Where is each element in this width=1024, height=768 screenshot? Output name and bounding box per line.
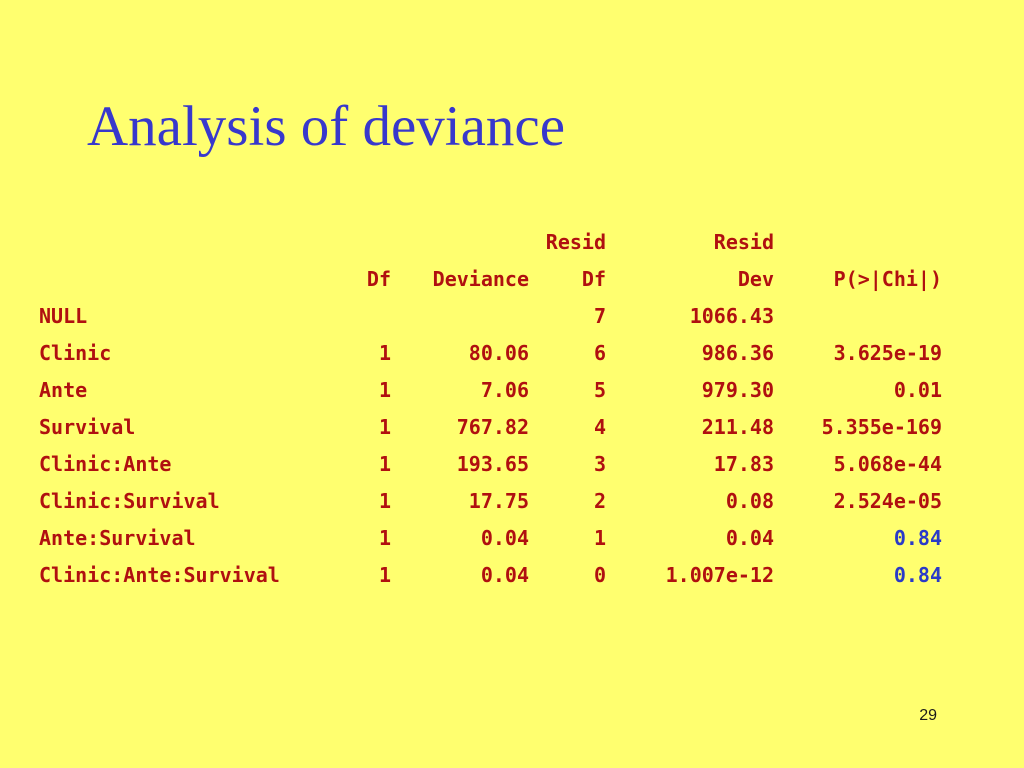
deviance-cell: 0.04 bbox=[480, 562, 529, 587]
resid-df-cell: 7 bbox=[593, 303, 606, 328]
deviance-cell: 0.04 bbox=[480, 525, 529, 550]
header-cell: Df bbox=[366, 266, 391, 291]
df-cell: 1 bbox=[378, 488, 391, 513]
header-cell bbox=[344, 223, 391, 260]
table-row: Clinic 1 80.06 6 986.36 3.625e-19 bbox=[39, 334, 942, 371]
term-cell: Survival bbox=[39, 414, 136, 439]
p-value-cell-highlighted: 0.84 bbox=[893, 562, 942, 587]
df-cell: 1 bbox=[378, 414, 391, 439]
p-value-cell: 2.524e-05 bbox=[833, 488, 942, 513]
table-row: Clinic:Ante:Survival 1 0.04 0 1.007e-12 … bbox=[39, 556, 942, 593]
header-cell: Dev bbox=[737, 266, 774, 291]
deviance-cell: 193.65 bbox=[456, 451, 529, 476]
resid-dev-cell: 1066.43 bbox=[689, 303, 774, 328]
df-cell: 1 bbox=[378, 451, 391, 476]
header-cell bbox=[774, 223, 942, 260]
resid-dev-cell: 979.30 bbox=[701, 377, 774, 402]
resid-df-cell: 1 bbox=[593, 525, 606, 550]
p-value-cell-highlighted: 0.84 bbox=[893, 525, 942, 550]
resid-df-cell: 4 bbox=[593, 414, 606, 439]
deviance-cell: 7.06 bbox=[480, 377, 529, 402]
header-cell: Df bbox=[581, 266, 606, 291]
header-cell: P(>|Chi|) bbox=[833, 266, 942, 291]
df-cell: 1 bbox=[378, 377, 391, 402]
deviance-table: Resid Resid Df Deviance Df Dev P(>|Chi|)… bbox=[39, 223, 942, 593]
term-cell: Ante:Survival bbox=[39, 525, 196, 550]
df-cell: 1 bbox=[378, 562, 391, 587]
header-cell: Resid bbox=[713, 229, 774, 254]
deviance-cell: 17.75 bbox=[468, 488, 529, 513]
deviance-cell: 767.82 bbox=[456, 414, 529, 439]
page-number: 29 bbox=[919, 707, 937, 724]
header-cell bbox=[39, 260, 344, 297]
p-value-cell: 3.625e-19 bbox=[833, 340, 942, 365]
term-cell: Clinic bbox=[39, 340, 112, 365]
table-row: Ante 1 7.06 5 979.30 0.01 bbox=[39, 371, 942, 408]
resid-df-cell: 2 bbox=[593, 488, 606, 513]
header-cell: Deviance bbox=[432, 266, 529, 291]
df-cell: 1 bbox=[378, 525, 391, 550]
deviance-cell bbox=[391, 297, 529, 334]
resid-dev-cell: 0.08 bbox=[725, 488, 774, 513]
term-cell: NULL bbox=[39, 303, 88, 328]
resid-df-cell: 3 bbox=[593, 451, 606, 476]
term-cell: Clinic:Ante bbox=[39, 451, 172, 476]
resid-dev-cell: 211.48 bbox=[701, 414, 774, 439]
deviance-cell: 80.06 bbox=[468, 340, 529, 365]
term-cell: Ante bbox=[39, 377, 88, 402]
table-row: Clinic:Ante 1 193.65 3 17.83 5.068e-44 bbox=[39, 445, 942, 482]
header-cell: Resid bbox=[545, 229, 606, 254]
df-cell: 1 bbox=[378, 340, 391, 365]
p-value-cell: 0.01 bbox=[893, 377, 942, 402]
p-value-cell: 5.068e-44 bbox=[833, 451, 942, 476]
term-cell: Clinic:Ante:Survival bbox=[39, 562, 280, 587]
table-row: Clinic:Survival 1 17.75 2 0.08 2.524e-05 bbox=[39, 482, 942, 519]
resid-dev-cell: 17.83 bbox=[713, 451, 774, 476]
df-cell bbox=[344, 297, 391, 334]
header-row-bottom: Df Deviance Df Dev P(>|Chi|) bbox=[39, 260, 942, 297]
resid-dev-cell: 0.04 bbox=[725, 525, 774, 550]
header-cell bbox=[391, 223, 529, 260]
table-row: Ante:Survival 1 0.04 1 0.04 0.84 bbox=[39, 519, 942, 556]
slide-title: Analysis of deviance bbox=[87, 95, 566, 158]
header-row-top: Resid Resid bbox=[39, 223, 942, 260]
resid-df-cell: 0 bbox=[593, 562, 606, 587]
resid-dev-cell: 986.36 bbox=[701, 340, 774, 365]
p-value-cell: 5.355e-169 bbox=[821, 414, 942, 439]
resid-dev-cell: 1.007e-12 bbox=[665, 562, 774, 587]
term-cell: Clinic:Survival bbox=[39, 488, 220, 513]
resid-df-cell: 6 bbox=[593, 340, 606, 365]
table-row: NULL 7 1066.43 bbox=[39, 297, 942, 334]
header-cell bbox=[39, 223, 344, 260]
resid-df-cell: 5 bbox=[593, 377, 606, 402]
p-value-cell bbox=[774, 297, 942, 334]
table-row: Survival 1 767.82 4 211.48 5.355e-169 bbox=[39, 408, 942, 445]
